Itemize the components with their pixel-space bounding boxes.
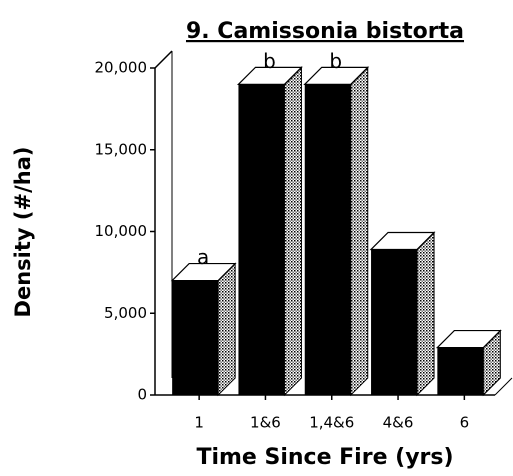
bar-side [283,66,302,397]
axis-depth [154,50,173,69]
annotation: a [197,245,209,269]
bar [371,249,418,395]
y-tick-label: 5,000 [104,304,147,322]
y-tick-label: 15,000 [95,140,148,158]
x-tick-label: 6 [460,414,470,432]
y-tick-label: 20,000 [95,59,148,77]
x-tick-label: 4&6 [383,414,414,432]
bar-side [217,262,236,397]
x-tick-label: 1 [194,414,204,432]
x-axis-label: Time Since Fire (yrs) [196,445,453,470]
bar-side [416,231,435,397]
annotation: b [263,49,276,73]
bar [304,84,351,395]
bar [238,84,285,395]
y-tick-label: 10,000 [95,222,148,240]
bar [437,347,484,395]
annotation: b [329,49,342,73]
chart-title: 9. Camissonia bistorta [186,19,464,44]
x-axis-depth [494,377,513,396]
x-tick-label: 1&6 [250,414,281,432]
y-axis-label: Density (#/ha) [11,147,35,318]
y-tick-label: 0 [137,386,147,404]
bar-side [350,66,369,397]
bar [172,280,219,395]
x-tick-label: 1,4&6 [309,414,354,432]
